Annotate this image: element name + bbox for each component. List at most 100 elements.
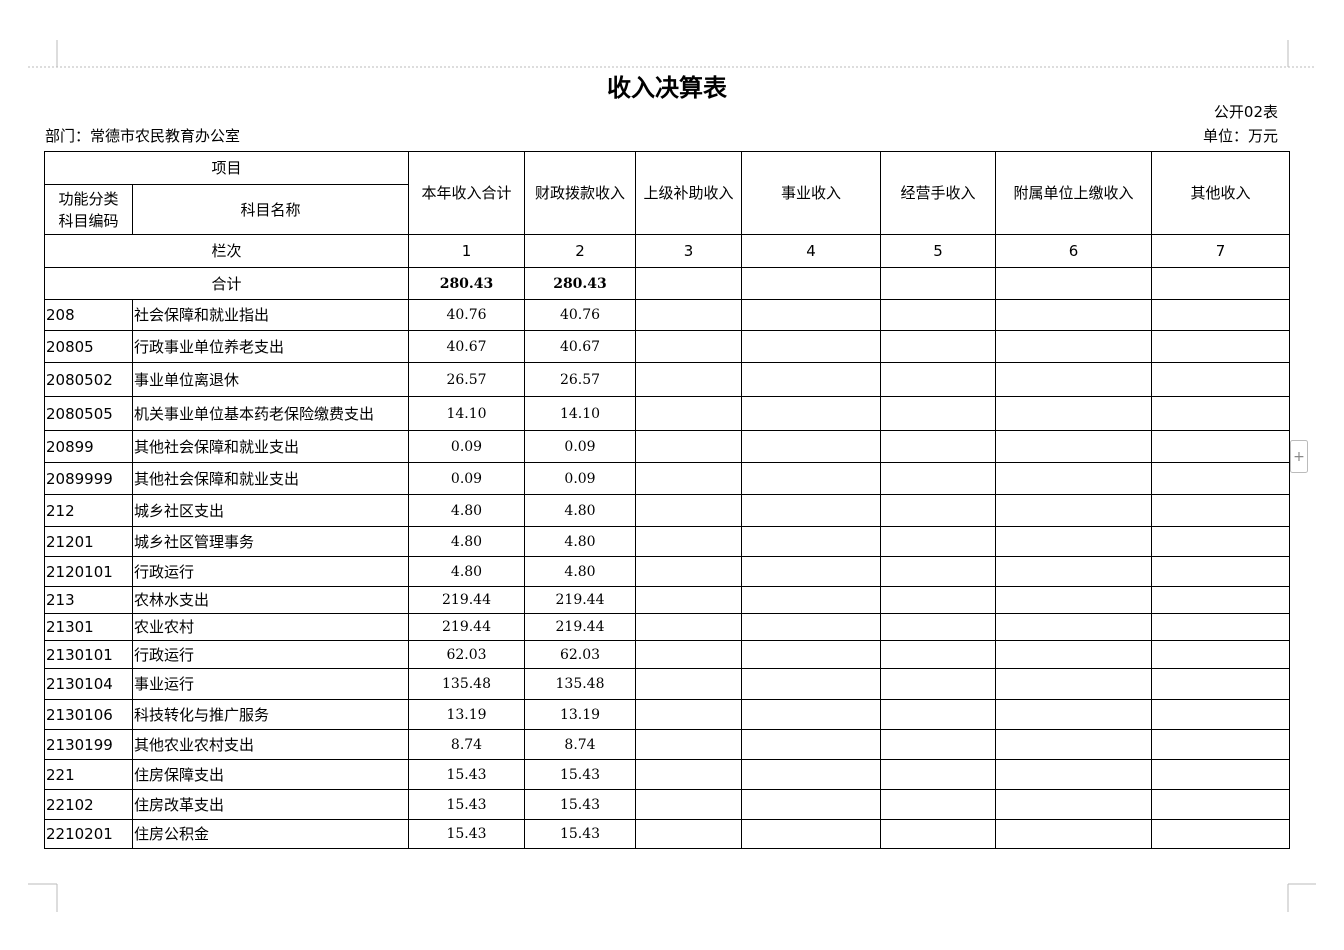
value-cell <box>1151 668 1290 700</box>
header-cell: 附属单位上缴收入 <box>995 151 1152 235</box>
value-cell <box>880 526 996 557</box>
name-cell: 农业农村 <box>132 613 409 641</box>
header-cell: 其他收入 <box>1151 151 1290 235</box>
code-cell: 213 <box>44 586 133 614</box>
value-cell <box>741 494 881 527</box>
value-cell <box>635 299 742 331</box>
value-cell: 62.03 <box>524 640 636 669</box>
code-cell: 2130104 <box>44 668 133 700</box>
name-cell: 住房改革支出 <box>132 789 409 820</box>
plus-icon[interactable]: + <box>1293 449 1305 465</box>
name-cell: 其他农业农村支出 <box>132 729 409 760</box>
value-cell <box>635 430 742 463</box>
code-cell: 2080505 <box>44 396 133 431</box>
value-cell: 14.10 <box>524 396 636 431</box>
value-cell <box>1151 330 1290 363</box>
value-cell <box>995 330 1152 363</box>
value-cell: 15.43 <box>524 819 636 849</box>
value-cell <box>1151 299 1290 331</box>
value-cell <box>635 556 742 587</box>
value-cell: 15.43 <box>408 759 525 790</box>
department: 部门：常德市农民教育办公室 <box>45 127 241 145</box>
header-cell: 财政拨款收入 <box>524 151 636 235</box>
value-cell <box>635 789 742 820</box>
value-cell <box>635 613 742 641</box>
value-cell <box>635 330 742 363</box>
value-cell <box>880 330 996 363</box>
value-cell: 13.19 <box>524 699 636 730</box>
value-cell: 219.44 <box>408 613 525 641</box>
value-cell <box>995 613 1152 641</box>
code-cell: 21301 <box>44 613 133 641</box>
value-cell <box>1151 640 1290 669</box>
index-cell: 4 <box>741 234 881 268</box>
value-cell: 0.09 <box>524 462 636 495</box>
value-cell <box>1151 396 1290 431</box>
value-cell: 4.80 <box>524 556 636 587</box>
value-cell <box>880 586 996 614</box>
total-cell <box>995 267 1152 300</box>
value-cell <box>741 462 881 495</box>
value-cell: 8.74 <box>408 729 525 760</box>
name-cell: 行政运行 <box>132 640 409 669</box>
name-cell: 城乡社区支出 <box>132 494 409 527</box>
code-cell: 2130101 <box>44 640 133 669</box>
value-cell <box>1151 729 1290 760</box>
value-cell <box>741 430 881 463</box>
value-cell <box>995 759 1152 790</box>
value-cell <box>741 396 881 431</box>
name-cell: 住房保障支出 <box>132 759 409 790</box>
value-cell <box>995 556 1152 587</box>
value-cell <box>1151 759 1290 790</box>
value-cell <box>880 819 996 849</box>
value-cell <box>741 699 881 730</box>
value-cell: 219.44 <box>524 586 636 614</box>
value-cell <box>880 396 996 431</box>
value-cell <box>880 430 996 463</box>
value-cell: 15.43 <box>408 819 525 849</box>
value-cell <box>1151 699 1290 730</box>
title: 收入决算表 <box>607 73 727 102</box>
value-cell <box>635 668 742 700</box>
value-cell <box>880 462 996 495</box>
name-cell: 行政运行 <box>132 556 409 587</box>
value-cell: 0.09 <box>524 430 636 463</box>
value-cell <box>635 819 742 849</box>
value-cell <box>1151 556 1290 587</box>
name-cell: 其他社会保障和就业支出 <box>132 430 409 463</box>
code-cell: 221 <box>44 759 133 790</box>
value-cell <box>1151 362 1290 397</box>
value-cell: 15.43 <box>524 789 636 820</box>
value-cell <box>741 526 881 557</box>
value-cell: 26.57 <box>408 362 525 397</box>
value-cell: 15.43 <box>524 759 636 790</box>
value-cell <box>1151 494 1290 527</box>
value-cell <box>880 556 996 587</box>
value-cell <box>1151 430 1290 463</box>
value-cell <box>880 362 996 397</box>
index-cell: 5 <box>880 234 996 268</box>
value-cell <box>1151 789 1290 820</box>
value-cell <box>741 640 881 669</box>
value-cell: 26.57 <box>524 362 636 397</box>
value-cell <box>995 362 1152 397</box>
total-cell: 280.43 <box>524 267 636 300</box>
name-cell: 其他社会保障和就业支出 <box>132 462 409 495</box>
code-cell: 21201 <box>44 526 133 557</box>
expand-button[interactable] <box>1290 440 1308 473</box>
value-cell <box>995 640 1152 669</box>
value-cell <box>880 494 996 527</box>
value-cell <box>741 668 881 700</box>
code-cell: 2130106 <box>44 699 133 730</box>
header-cell: 事业收入 <box>741 151 881 235</box>
total-cell: 280.43 <box>408 267 525 300</box>
value-cell: 219.44 <box>408 586 525 614</box>
value-cell: 14.10 <box>408 396 525 431</box>
value-cell <box>995 494 1152 527</box>
value-cell: 13.19 <box>408 699 525 730</box>
index-cell: 2 <box>524 234 636 268</box>
value-cell: 8.74 <box>524 729 636 760</box>
value-cell <box>880 640 996 669</box>
value-cell <box>995 462 1152 495</box>
